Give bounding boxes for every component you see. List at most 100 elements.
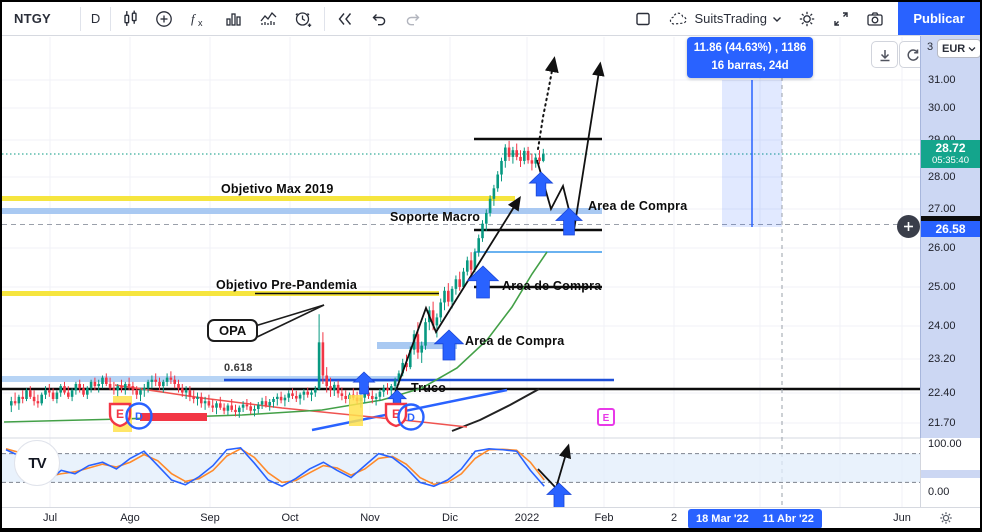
measure-line2: 16 barras, 24d [711,59,789,72]
drawing-label[interactable]: Area de Compra [465,334,565,348]
time-label: Jul [42,512,58,524]
account-menu[interactable]: SuitsTrading [660,10,791,28]
last-price-badge: 28.72 05:35:40 [921,140,980,168]
currency-selector[interactable]: EUR [937,39,980,58]
redo-icon[interactable] [396,5,430,32]
buy-arrow-icon [466,265,500,299]
stoch-band-strip [921,470,980,478]
event-icon [597,408,615,426]
stoch-k-line [5,446,545,488]
alert-clock-icon[interactable] [286,5,321,32]
time-axis[interactable]: Jul Ago Sep Oct Nov Dic 2022 Feb 2 Jun 18 Mar '22… [2,507,980,528]
time-label: Nov [360,512,380,524]
level-strip [921,216,980,221]
drawing-label[interactable]: Soporte Macro [390,210,481,224]
trend-line[interactable] [451,388,540,432]
slow-ma-line[interactable] [114,384,468,428]
trend-line[interactable] [311,388,508,432]
buy-arrow-icon [546,482,572,508]
time-label: Ago [120,512,140,524]
time-label: Dic [442,512,458,524]
price-tick: 24.00 [928,320,956,332]
camera-icon[interactable] [858,5,892,32]
indicator-tick: 100.00 [928,438,962,450]
buy-arrow-icon [555,207,583,236]
indicator-tick: 0.00 [928,486,950,498]
drawing-label[interactable]: Truco [411,381,447,395]
opa-callout[interactable]: OPA [207,319,259,342]
price-tick: 21.70 [928,417,956,429]
download-icon[interactable] [871,41,898,68]
price-scale[interactable]: 3 EUR 31.0030.0029.0028.0027.0026.0025.0… [920,35,980,438]
gear-icon[interactable] [790,5,824,32]
undo-icon[interactable] [362,5,396,32]
price-tick: 22.40 [928,387,956,399]
price-tick: 28.00 [928,171,956,183]
projection-arrow[interactable] [394,195,521,394]
drawing-label[interactable]: Objetivo Pre-Pandemia [216,278,358,292]
buy-arrow-icon [528,171,554,197]
measure-tool[interactable] [722,37,783,507]
candlestick-icon[interactable] [114,5,147,32]
measure-start-date: 18 Mar '22 [696,513,749,525]
indicator-scale[interactable]: 100.00 0.00 [920,438,980,508]
publish-button[interactable]: Publicar [898,2,980,35]
tradingview-logo[interactable]: TV [14,440,60,486]
highlight-box [349,395,363,426]
account-name: SuitsTrading [694,11,768,26]
red-bar [140,413,207,421]
fullscreen-icon[interactable] [824,5,858,32]
drawing-label[interactable]: Area de Compra [502,279,602,293]
svg-text:E: E [603,413,610,424]
measure-info-box[interactable]: 11.86 (44.63%) , 1186 16 barras, 24d [687,37,813,78]
buy-arrows[interactable] [352,171,583,508]
drawing-label[interactable]: Area de Compra [588,199,688,213]
bar-countdown: 05:35:40 [932,155,969,166]
replay-icon[interactable] [328,5,362,32]
price-tick: 23.20 [928,353,956,365]
buy-arrow-icon [433,329,465,361]
price-tick: 30.00 [928,102,956,114]
interval-button[interactable]: D [90,11,101,26]
measure-date-badges: 18 Mar '22 11 Abr '22 [688,509,822,528]
time-label: 2022 [514,512,540,524]
measure-line1: 11.86 (44.63%) , 1186 [693,42,807,55]
currency-label: EUR [942,42,966,55]
stochastic-panel[interactable] [2,446,920,488]
drawing-label[interactable]: Objetivo Max 2019 [221,182,334,196]
price-tick: 31.00 [928,74,956,86]
drawing-label[interactable]: 0.618 [224,362,253,374]
time-label: Sep [200,512,220,524]
projection-arrow[interactable] [536,61,605,231]
svg-text:D: D [407,412,415,424]
dotted-projection-arrow[interactable] [537,56,559,150]
cloud-icon [669,12,687,25]
layout-box-icon[interactable] [626,5,660,32]
svg-text:f: f [191,11,197,26]
time-label: Jun [893,512,911,524]
add-circle-icon[interactable] [147,5,181,32]
plus-circle-icon[interactable] [897,215,920,238]
dividends-icon [397,403,425,431]
drawing-hlines[interactable] [2,137,920,391]
symbol-button[interactable]: NTGY [14,11,51,26]
svg-text:E: E [116,407,124,421]
compare-bars-icon[interactable] [217,5,251,32]
axis-gear-icon[interactable] [938,510,954,526]
measure-end-date: 11 Abr '22 [762,513,814,525]
indicators-icon[interactable] [251,5,286,32]
price-scale-prefix: 3 [927,41,934,53]
toolbar-separator [324,6,326,31]
chevron-down-icon [773,16,781,22]
toolbar-separator [110,6,112,31]
opa-callout-tail [254,304,325,327]
stoch-d-line [5,447,545,486]
time-label: Oct [281,512,299,524]
svg-text:D: D [135,411,143,423]
svg-text:E: E [392,407,400,421]
